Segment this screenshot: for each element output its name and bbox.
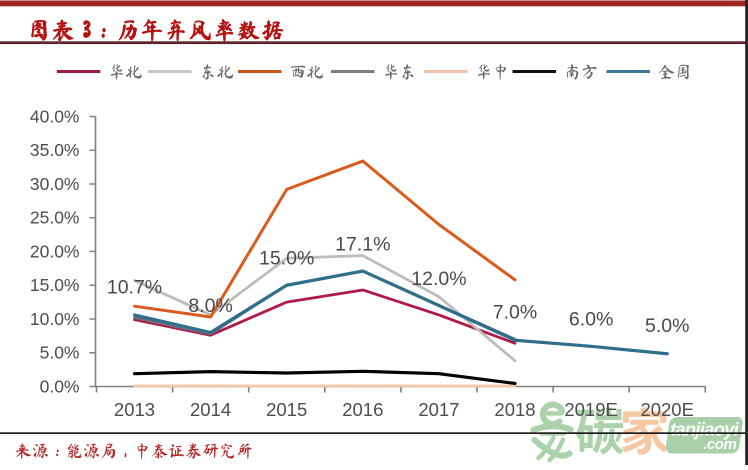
- svg-text:15.0%: 15.0%: [30, 275, 80, 295]
- svg-text:6.0%: 6.0%: [569, 308, 613, 330]
- svg-text:10.0%: 10.0%: [30, 309, 80, 329]
- svg-text:25.0%: 25.0%: [30, 208, 80, 228]
- svg-text:7.0%: 7.0%: [493, 302, 537, 324]
- svg-text:17.1%: 17.1%: [335, 233, 390, 255]
- svg-text:tanjiaoyi: tanjiaoyi: [670, 419, 740, 440]
- svg-text:5.0%: 5.0%: [645, 315, 689, 337]
- svg-text:2018: 2018: [494, 399, 535, 420]
- svg-text:20.0%: 20.0%: [30, 241, 80, 261]
- svg-text:2016: 2016: [342, 399, 383, 420]
- svg-text:15.0%: 15.0%: [259, 248, 314, 270]
- svg-text:35.0%: 35.0%: [30, 140, 80, 160]
- svg-text:2013: 2013: [114, 399, 155, 420]
- svg-text:5.0%: 5.0%: [40, 343, 80, 363]
- svg-text:30.0%: 30.0%: [30, 174, 80, 194]
- svg-text:0.0%: 0.0%: [40, 376, 80, 396]
- svg-text:2017: 2017: [418, 399, 459, 420]
- svg-text:2015: 2015: [266, 399, 307, 420]
- svg-text:10.7%: 10.7%: [107, 277, 162, 299]
- svg-text:.com: .com: [703, 436, 736, 453]
- svg-text:8.0%: 8.0%: [188, 295, 232, 317]
- svg-text:2014: 2014: [190, 399, 231, 420]
- svg-text:12.0%: 12.0%: [411, 268, 466, 290]
- svg-text:2020E: 2020E: [640, 399, 694, 420]
- svg-text:40.0%: 40.0%: [30, 106, 80, 126]
- svg-text:2019E: 2019E: [564, 399, 618, 420]
